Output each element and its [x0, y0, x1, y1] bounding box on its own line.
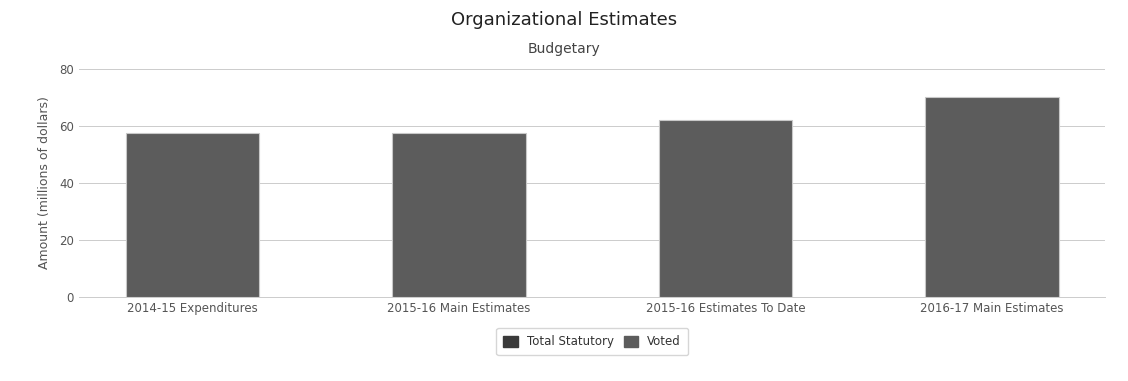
Bar — [659, 120, 792, 297]
Text: Organizational Estimates: Organizational Estimates — [451, 11, 677, 29]
Bar — [393, 133, 526, 297]
Bar — [925, 97, 1059, 297]
Text: Budgetary: Budgetary — [528, 42, 600, 56]
Bar — [125, 133, 259, 297]
Legend: Total Statutory, Voted: Total Statutory, Voted — [496, 328, 688, 355]
Y-axis label: Amount (millions of dollars): Amount (millions of dollars) — [38, 96, 51, 269]
